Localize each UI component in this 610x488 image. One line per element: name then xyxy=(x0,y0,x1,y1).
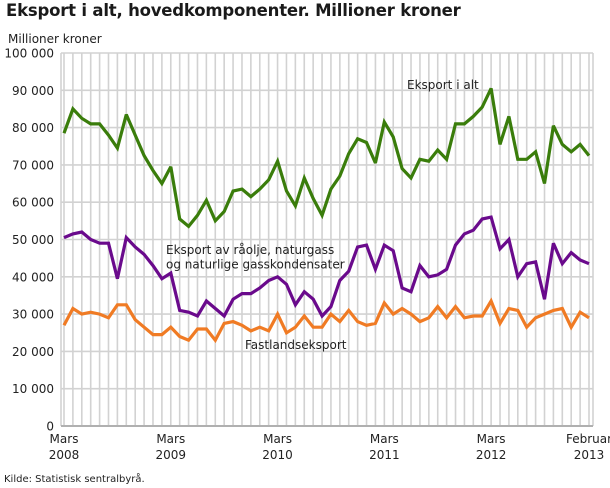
x-tick-label: 2013 xyxy=(574,448,605,462)
y-axis-unit-label: Millioner kroner xyxy=(8,32,102,46)
series-label-oil_gas: og naturlige gasskondensater xyxy=(166,258,345,272)
x-tick-label: Mars xyxy=(263,432,292,446)
source-note: Kilde: Statistisk sentralbyrå. xyxy=(4,474,145,485)
y-tick-label: 70 000 xyxy=(12,158,54,172)
y-axis-ticks: 0 10 000 20 000 30 000 40 000 50 000 60 000 70 … xyxy=(4,47,54,434)
y-tick-label: 20 000 xyxy=(12,345,54,359)
x-tick-label: 2011 xyxy=(369,448,400,462)
x-tick-label: 2009 xyxy=(156,448,187,462)
chart-title: Eksport i alt, hovedkomponenter. Million… xyxy=(6,1,461,20)
series-label-total: Eksport i alt xyxy=(407,78,479,92)
y-tick-label: 30 000 xyxy=(12,308,54,322)
y-tick-label: 90 000 xyxy=(12,84,54,98)
series-line-mainland xyxy=(62,297,590,344)
y-tick-label: 80 000 xyxy=(12,121,54,135)
x-tick-label: Mars xyxy=(370,432,399,446)
series-line-oil_gas xyxy=(63,215,590,319)
series-label-oil_gas: Eksport av råolje, naturgass xyxy=(166,243,334,257)
x-tick-label: Mars xyxy=(477,432,506,446)
series-line-total xyxy=(62,87,591,229)
x-tick-label: Februar xyxy=(566,432,610,446)
x-axis-ticks: Mars 2008 Mars 2009 Mars 2010 Mars 2011 Mars 2012… xyxy=(49,432,610,462)
x-tick-label: 2010 xyxy=(262,448,293,462)
data-series xyxy=(62,87,591,344)
y-tick-label: 50 000 xyxy=(12,233,54,247)
x-tick-label: Mars xyxy=(50,432,79,446)
y-tick-label: 0 xyxy=(46,420,54,434)
x-tick-label: 2012 xyxy=(476,448,507,462)
series-label-mainland: Fastlandseksport xyxy=(245,338,347,352)
y-tick-label: 10 000 xyxy=(12,382,54,396)
y-tick-label: 40 000 xyxy=(12,270,54,284)
gridlines xyxy=(60,52,594,427)
series-labels: Eksport i alt Eksport av råolje, naturgas… xyxy=(166,78,479,352)
y-tick-label: 100 000 xyxy=(4,47,54,61)
y-tick-label: 60 000 xyxy=(12,196,54,210)
x-tick-label: Mars xyxy=(156,432,185,446)
x-tick-label: 2008 xyxy=(49,448,80,462)
